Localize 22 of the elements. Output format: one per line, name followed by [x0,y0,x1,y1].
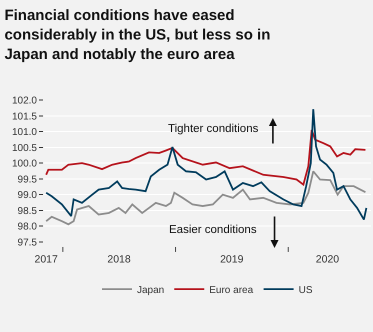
annotation: Easier conditions [169,224,257,236]
y-tick-label: 99.0 [18,190,38,202]
line-series [45,170,366,226]
legend-label: Euro area [209,285,254,296]
y-tick-label: 97.5 [18,238,38,248]
y-tick-label: 98.5 [18,206,38,217]
x-tick-label: 2018 [107,254,131,266]
y-tick-label: 101.0 [12,127,38,138]
y-tick-label: 101.5 [12,111,38,122]
chart-title: Financial conditions have eased considerably in the US, but less so in Japan and notably the euro area [4,6,270,63]
x-tick-label: 2017 [34,254,58,266]
x-tick-label: 2019 [220,254,244,266]
y-tick-label: 98.0 [18,222,38,233]
y-tick-label: 100.5 [12,142,38,154]
y-tick-label: 102.0 [12,96,38,106]
x-tick-label: 2020 [316,254,340,266]
legend-label: US [298,285,313,296]
annotation: Tighter conditions [168,123,259,135]
legend-label: Japan [137,285,164,296]
y-tick-label: 99.5 [18,174,38,186]
y-tick-label: 100.0 [12,158,38,170]
line-series [45,108,368,220]
